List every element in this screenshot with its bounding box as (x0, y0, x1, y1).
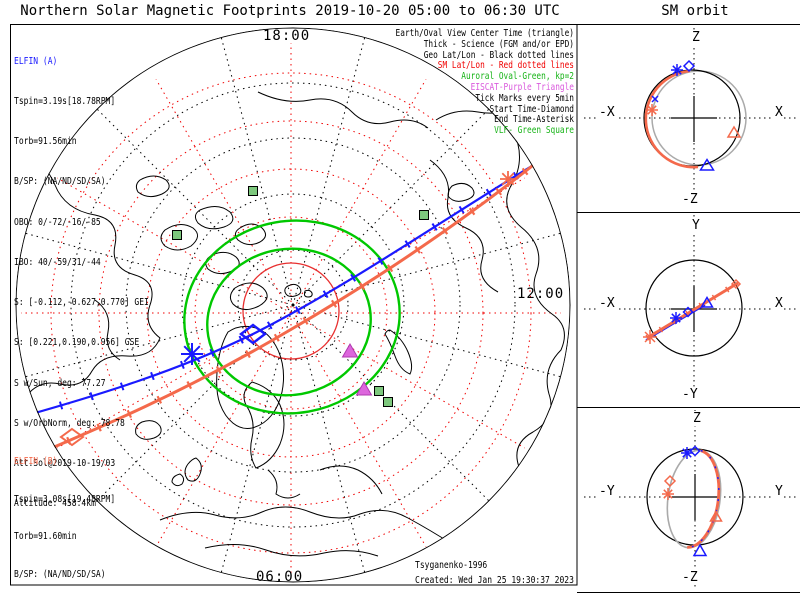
plot3-axis-right: Y (774, 484, 784, 499)
plot3-axis-bottom: -Z (681, 570, 699, 585)
elfin-b-title: ELFIN (B) (14, 456, 58, 467)
mlt-label-06: 06:00 (256, 569, 304, 585)
track-elfin-b (15, 159, 539, 474)
legend-item: VLF- Green Square (494, 125, 574, 137)
map-legend: Earth/Oval View Center Time (triangle) T… (305, 28, 574, 137)
figure-title: Northern Solar Magnetic Footprints 2019-… (20, 3, 560, 19)
sm-orbit-title: SM orbit (661, 3, 729, 19)
plot2-axis-left: -X (598, 296, 616, 311)
model-credit: Tsyganenko-1996 (415, 560, 488, 571)
legend-item: Earth/Oval View Center Time (triangle) (395, 28, 574, 39)
geo-graticule (24, 36, 562, 574)
orbit-plot-xz (584, 28, 796, 208)
legend-item: EISCAT-Purple Triangle (470, 81, 574, 93)
legend-item: Geo Lat/Lon - Black dotted lines (423, 49, 574, 61)
sm-inner-circle (242, 262, 340, 360)
elfin-b-end-asterisk (500, 171, 516, 187)
legend-item: Auroral Oval-Green, kp=2 (461, 71, 574, 83)
credits-block: Tsyganenko-1996 Created: Wed Jan 25 19:3… (415, 558, 574, 588)
plot2-axis-right: X (774, 296, 784, 311)
plot1-axis-left: -X (598, 105, 616, 120)
plot1-axis-top: Z (691, 30, 701, 45)
elfin-b-line: Tspin=3.08s[19.48RPM] (14, 493, 116, 505)
elfin-a-line: Tspin=3.19s[18.78RPM] (14, 96, 116, 108)
plot3-axis-left: -Y (598, 484, 616, 499)
elfin-a-end-asterisk (181, 343, 203, 365)
legend-item: Start Time-Diamond (489, 103, 574, 115)
plot1-axis-bottom: -Z (681, 192, 699, 207)
plot3-elfin-a-markers (681, 445, 708, 557)
elfin-a-line: S: [-0.112,-0.627,0.770] GEI (14, 297, 149, 309)
elfin-a-line: IBO: 40/-59/31/-44 (14, 256, 101, 268)
mlt-label-18: 18:00 (263, 28, 311, 44)
plot2-axis-bottom: -Y (681, 387, 699, 402)
elfin-a-title: ELFIN (A) (14, 55, 58, 67)
track-elfin-a (15, 162, 535, 424)
panel-borders (10, 24, 800, 593)
orbit-plot-xy (584, 215, 796, 404)
created-timestamp: Created: Wed Jan 25 19:30:37 2023 (415, 575, 574, 586)
elfin-a-line: OBO: 0/-72/-16/-85 (14, 216, 101, 228)
elfin-b-line: Torb=91.60min (14, 531, 77, 542)
plot2-elfin-b-markers (643, 278, 742, 344)
plot1-axis-right: X (774, 105, 784, 120)
plot2-axis-top: Y (691, 218, 701, 233)
mlt-label-12: 12:00 (517, 286, 565, 302)
plot1-elfin-a-markers (651, 59, 715, 171)
legend-item: Tick Marks every 5min (475, 92, 574, 104)
vlf-station-squares (172, 186, 429, 407)
elfin-a-line: Altitude: 458.4km (14, 498, 96, 510)
plot3-axis-top: Z (692, 411, 702, 426)
elfin-a-line: Att.Sol@2019-10-19/03 (14, 458, 116, 469)
elfin-a-line: B/SP: (NA/ND/SD/SA) (14, 176, 106, 188)
elfin-a-line: S: [0.221,0.190,0.956] GSE (14, 337, 140, 349)
elfin-a-line: S w/Sun, deg: 77.27 (14, 377, 106, 389)
plot3-elfin-b-markers (662, 474, 723, 522)
elfin-a-panel: ELFIN (A) Tspin=3.19s[18.78RPM] Torb=91.… (14, 28, 149, 537)
orbit-plot-yz (584, 410, 796, 589)
eiscat-triangles (341, 342, 373, 396)
sm-graticule (15, 27, 571, 583)
auroral-oval (183, 219, 401, 415)
legend-item: Thick - Science (FGM and/or EPD) (423, 38, 574, 50)
legend-item: SM Lat/Lon - Red dotted lines (437, 60, 574, 72)
elfin-a-line: Torb=91.56min (14, 136, 77, 148)
map-boundary-circle (15, 27, 571, 583)
plot2-elfin-a-markers (670, 296, 714, 324)
plot1-elfin-b-markers (646, 104, 742, 138)
elfin-b-line: B/SP: (NA/ND/SD/SA) (14, 568, 106, 580)
legend-item: End Time-Asterisk (494, 114, 574, 126)
elfin-b-panel: ELFIN (B) Tspin=3.08s[19.48RPM] Torb=91.… (14, 431, 149, 600)
polar-map (15, 27, 571, 583)
coastlines (15, 91, 565, 575)
elfin-a-line: S w/OrbNorm, deg: 78.78 (14, 417, 125, 429)
